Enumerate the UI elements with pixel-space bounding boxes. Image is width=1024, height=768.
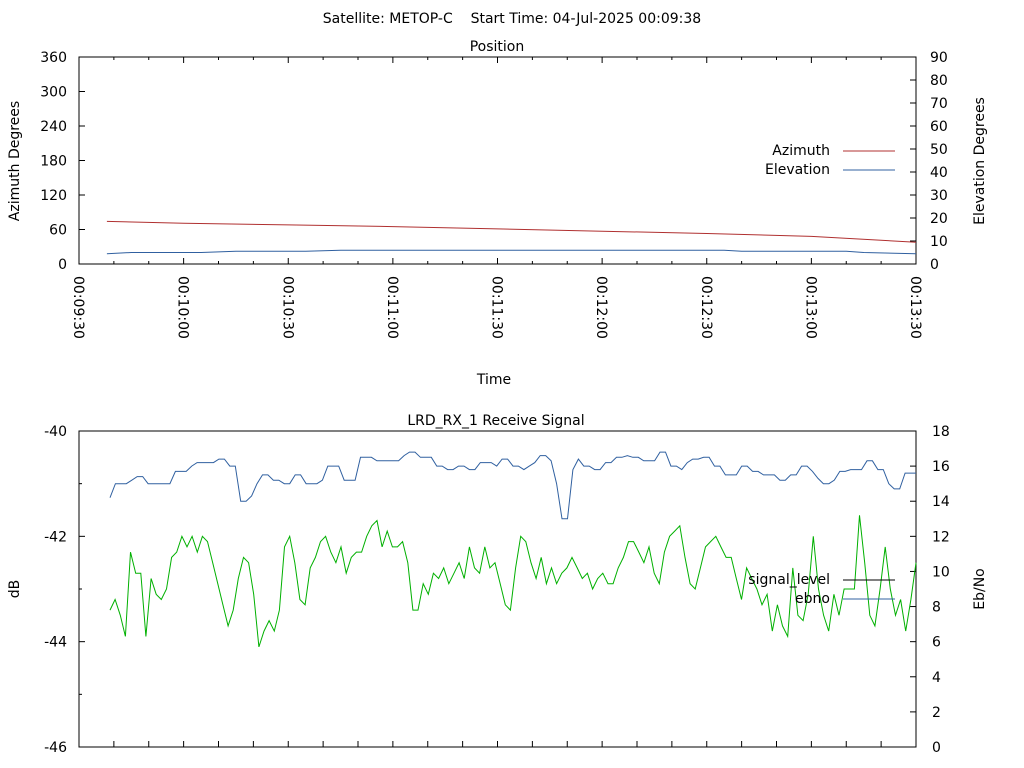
position-chart: Position 0 60 120 180 240 300 360 0 10 20 30 40 50 6… [7,39,988,388]
signal-plot-frame [78,430,917,748]
signal-y2tick-label: 2 [932,705,941,721]
signal-y2tick-label: 8 [932,600,941,616]
position-ytick-label: 300 [40,85,67,101]
signal-y2tick-label: 10 [932,564,950,580]
signal-y2tick-label: 6 [932,635,941,651]
position-ytick-label: 120 [40,188,67,204]
position-xtick-label: 00:09:30 [70,276,86,339]
signal-y2tick-label: 16 [932,459,950,475]
signal-ylabel: dB [7,580,23,599]
series-unnamed-2-line [109,515,917,648]
legend-signal-level-label: signal_level [748,572,830,588]
position-y2tick-label: 10 [930,234,948,250]
series-azimuth-line [106,220,917,243]
signal-ytick-label: -46 [44,740,67,756]
signal-y2tick-label: 4 [932,670,941,686]
signal-ytick-label: -44 [44,635,67,651]
signal-y2tick-label: 14 [932,494,950,510]
signal-series [109,451,917,648]
legend-elevation-label: Elevation [765,162,830,178]
position-xtick-label: 00:12:00 [593,276,609,339]
position-xtick-label: 00:10:00 [175,276,191,339]
signal-y2tick-label: 0 [932,740,941,756]
position-plot-frame [78,56,917,265]
signal-y-axis: -46 -44 -42 -40 [44,424,85,756]
signal-chart: LRD_RX_1 Receive Signal -46 -44 -42 -40 0 2 4… [7,413,988,756]
position-y2tick-label: 0 [930,257,939,273]
position-ytick-label: 240 [40,119,67,135]
position-y2-axis: 0 10 20 30 40 50 60 70 80 90 [910,50,948,273]
page-title: Satellite: METOP-C Start Time: 04-Jul-20… [323,11,701,27]
signal-chart-title: LRD_RX_1 Receive Signal [407,413,584,429]
position-y-axis: 0 60 120 180 240 300 360 [40,50,85,273]
position-y2tick-label: 60 [930,119,948,135]
position-ytick-label: 180 [40,154,67,170]
position-y2tick-label: 70 [930,96,948,112]
position-series [106,220,917,255]
position-y2label: Elevation Degrees [972,97,988,225]
signal-y2tick-label: 12 [932,529,950,545]
position-y2tick-label: 20 [930,211,948,227]
position-y2tick-label: 30 [930,188,948,204]
series-elevation-line [106,249,917,255]
position-legend: Azimuth Elevation [765,143,895,178]
signal-legend: signal_level ebno [748,572,895,607]
series-ebno-line [109,451,916,520]
signal-ytick-label: -42 [44,529,67,545]
position-xtick-label: 00:13:00 [802,276,818,339]
position-xtick-label: 00:11:30 [489,276,505,339]
signal-y2label: Eb/No [972,568,988,610]
position-y2tick-label: 50 [930,142,948,158]
signal-ytick-label: -40 [44,424,67,440]
legend-azimuth-label: Azimuth [772,143,830,159]
position-x-axis: 00:09:30 00:10:00 00:10:30 00:11:00 00:11:30… [70,57,923,339]
position-chart-title: Position [470,39,525,55]
position-xtick-label: 00:11:00 [384,276,400,339]
position-ytick-label: 0 [58,257,67,273]
position-y2tick-label: 80 [930,73,948,89]
legend-ebno-label: ebno [795,591,830,607]
position-xlabel: Time [476,372,511,388]
position-xtick-label: 00:10:30 [279,276,295,339]
position-ylabel: Azimuth Degrees [7,101,23,221]
signal-x-axis [113,741,882,747]
position-ytick-label: 60 [49,223,67,239]
position-ytick-label: 360 [40,50,67,66]
position-xtick-label: 00:13:30 [907,276,923,339]
position-y2tick-label: 40 [930,165,948,181]
signal-y2tick-label: 18 [932,424,950,440]
signal-y2-axis: 0 2 4 6 8 10 12 14 16 18 [910,424,950,756]
position-y2tick-label: 90 [930,50,948,66]
position-xtick-label: 00:12:30 [698,276,714,339]
